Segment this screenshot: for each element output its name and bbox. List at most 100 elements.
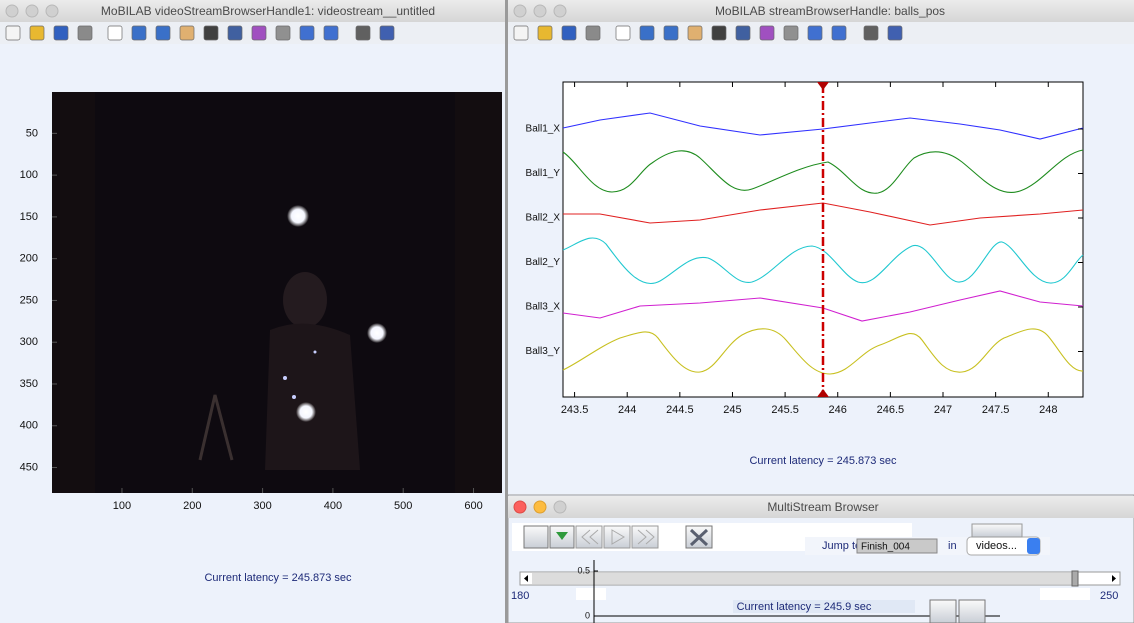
screen: MoBILAB videoStreamBrowserHandle1: video… (0, 0, 1134, 623)
zoom-button[interactable] (46, 5, 58, 17)
toolbar-button[interactable] (300, 26, 314, 40)
y-tick-label: 300 (20, 336, 38, 348)
toolbar-button[interactable] (832, 26, 846, 40)
toolbar-button[interactable] (204, 26, 218, 40)
toolbar-button[interactable] (54, 26, 68, 40)
toolbar-button[interactable] (252, 26, 266, 40)
x-tick-label: 245 (723, 404, 741, 416)
window-title: MoBILAB videoStreamBrowserHandle1: video… (101, 4, 435, 18)
y-tick-label: 0 (585, 610, 590, 620)
x-tick-label: 243.5 (561, 404, 589, 416)
zoom-button[interactable] (554, 501, 566, 513)
channel-label: Ball2_Y (526, 257, 561, 268)
toolbar-button[interactable] (616, 26, 630, 40)
ball (287, 205, 309, 227)
toolbar-button[interactable] (586, 26, 600, 40)
x-tick-label: 500 (394, 500, 412, 512)
y-tick-label: 0.5 (577, 565, 590, 575)
close-button[interactable] (514, 5, 526, 17)
window-title: MoBILAB streamBrowserHandle: balls_pos (715, 4, 945, 18)
x-tick-label: 247.5 (982, 404, 1010, 416)
toolbar-button[interactable] (380, 26, 394, 40)
y-tick-label: 400 (20, 420, 38, 432)
ball (367, 323, 387, 343)
toolbar-button[interactable] (808, 26, 822, 40)
tool-button[interactable] (959, 600, 985, 623)
x-tick-label: 244.5 (666, 404, 694, 416)
y-tick-label: 50 (26, 127, 38, 139)
toolbar-button[interactable] (180, 26, 194, 40)
toolbar-button[interactable] (712, 26, 726, 40)
toolbar-button[interactable] (538, 26, 552, 40)
slider-thumb[interactable] (1072, 571, 1078, 586)
toolbar-button[interactable] (760, 26, 774, 40)
x-tick-label: 600 (464, 500, 482, 512)
channel-label: Ball3_X (526, 302, 561, 313)
x-tick-label: 244 (618, 404, 636, 416)
toolbar-button[interactable] (228, 26, 242, 40)
toolbar-button[interactable] (132, 26, 146, 40)
toolbar-button[interactable] (664, 26, 678, 40)
toolbar-button[interactable] (514, 26, 528, 40)
zoom-button[interactable] (554, 5, 566, 17)
play-button[interactable] (604, 526, 630, 548)
toolbar-button[interactable] (108, 26, 122, 40)
minimize-button[interactable] (534, 501, 546, 513)
latency-label: Current latency = 245.873 sec (749, 455, 897, 467)
toolbar-button[interactable] (640, 26, 654, 40)
channel-label: Ball3_Y (526, 346, 561, 357)
x-tick-label: 200 (183, 500, 201, 512)
toolbar-button[interactable] (888, 26, 902, 40)
y-tick-label: 250 (20, 294, 38, 306)
person-body (265, 324, 360, 470)
marker (314, 351, 317, 354)
x-tick-label: 248 (1039, 404, 1057, 416)
toolbar-button[interactable] (276, 26, 290, 40)
marker (292, 395, 296, 399)
open-button[interactable] (524, 526, 548, 548)
ball (296, 402, 316, 422)
in-label: in (948, 540, 957, 552)
x-tick-label: 246.5 (877, 404, 905, 416)
dropdown-arrow[interactable] (1027, 538, 1040, 554)
latency-label: Current latency = 245.9 sec (737, 601, 872, 613)
mini-axes-bg (1040, 588, 1090, 600)
toolbar-button[interactable] (562, 26, 576, 40)
tool-button[interactable] (930, 600, 956, 623)
x-tick-label: 100 (113, 500, 131, 512)
rewind-button[interactable] (576, 526, 602, 548)
toolbar-button[interactable] (156, 26, 170, 40)
close-button[interactable] (6, 5, 18, 17)
x-tick-label: 300 (253, 500, 271, 512)
slider-track (532, 573, 1072, 584)
jump-value: Finish_004 (861, 542, 910, 553)
page: MoBILAB screens { "video_window": { "tit… (0, 0, 1134, 623)
toolbar-button[interactable] (784, 26, 798, 40)
toolbar-button[interactable] (688, 26, 702, 40)
channel-label: Ball1_Y (526, 168, 561, 179)
channel-label: Ball2_X (526, 213, 561, 224)
toolbar-button[interactable] (6, 26, 20, 40)
x-tick-label: 246 (829, 404, 847, 416)
marker (283, 376, 287, 380)
x-tick-label: 247 (934, 404, 952, 416)
toolbar-button[interactable] (864, 26, 878, 40)
mini-axes-bg (576, 588, 606, 600)
body: MoBILAB videoStreamBrowserHandle1: video… (0, 0, 1134, 623)
minimize-button[interactable] (26, 5, 38, 17)
toolbar-button[interactable] (78, 26, 92, 40)
latency-label: Current latency = 245.873 sec (204, 572, 352, 584)
y-tick-label: 100 (20, 169, 38, 181)
toolbar-button[interactable] (736, 26, 750, 40)
toolbar-button[interactable] (324, 26, 338, 40)
close-button[interactable] (514, 501, 526, 513)
channel-label: Ball1_X (526, 124, 561, 135)
y-tick-label: 200 (20, 253, 38, 265)
dropdown-value: videos... (976, 540, 1017, 552)
toolbar-button[interactable] (356, 26, 370, 40)
toolbar-button[interactable] (30, 26, 44, 40)
minimize-button[interactable] (534, 5, 546, 17)
nav-buttons[interactable] (972, 524, 1022, 537)
slider-max: 250 (1100, 590, 1118, 602)
jump-label: Jump to (822, 540, 861, 552)
